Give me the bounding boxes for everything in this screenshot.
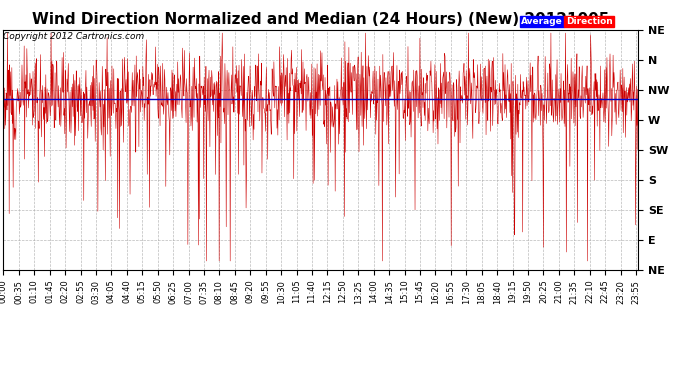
Title: Wind Direction Normalized and Median (24 Hours) (New) 20121005: Wind Direction Normalized and Median (24… (32, 12, 609, 27)
Text: Copyright 2012 Cartronics.com: Copyright 2012 Cartronics.com (3, 32, 145, 41)
Text: Direction: Direction (566, 17, 613, 26)
Text: Average: Average (521, 17, 563, 26)
